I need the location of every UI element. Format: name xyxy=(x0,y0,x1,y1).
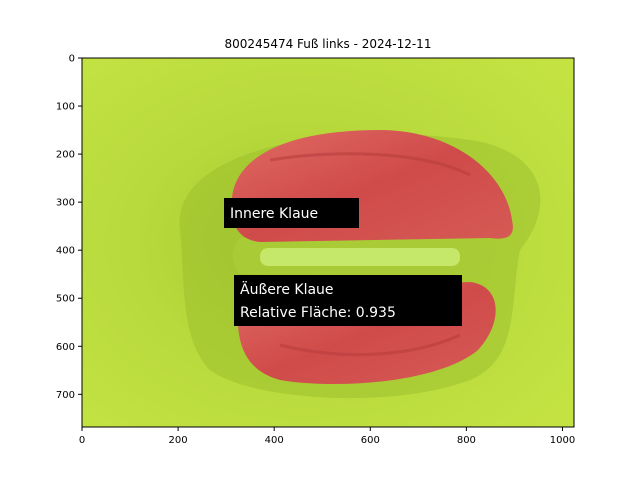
y-tick-label: 100 xyxy=(56,102,75,113)
annotation-line: Relative Fläche: 0.935 xyxy=(240,305,396,321)
interdigital-strip xyxy=(260,248,460,266)
x-tick-label: 400 xyxy=(265,435,284,446)
photo xyxy=(82,58,574,427)
annotation-innere-klaue: Innere Klaue xyxy=(224,198,359,228)
y-tick-label: 600 xyxy=(56,342,75,353)
y-tick-label: 700 xyxy=(56,390,75,401)
y-tick-label: 0 xyxy=(69,54,75,65)
y-tick-label: 300 xyxy=(56,198,75,209)
x-tick-label: 0 xyxy=(79,435,85,446)
axes-frame xyxy=(81,57,575,428)
inner-claw-detail xyxy=(269,152,471,177)
x-tick-label: 600 xyxy=(361,435,380,446)
y-tick-label: 500 xyxy=(56,294,75,305)
outer-claw-detail xyxy=(279,333,461,357)
x-tick-label: 1000 xyxy=(550,435,575,446)
x-axis: 0 200 400 600 800 1000 xyxy=(79,427,575,446)
figure-title: 800245474 Fuß links - 2024-12-11 xyxy=(225,37,432,51)
y-tick-label: 400 xyxy=(56,246,75,257)
annotation-box xyxy=(224,198,359,228)
annotation-box xyxy=(234,275,462,326)
annotation-line: Äußere Klaue xyxy=(240,280,334,298)
y-axis: 0 100 200 300 400 500 600 700 xyxy=(56,54,82,401)
annotation-aeussere-klaue: Äußere Klaue Relative Fläche: 0.935 xyxy=(234,275,462,326)
x-tick-label: 200 xyxy=(169,435,188,446)
x-tick-label: 800 xyxy=(457,435,476,446)
annotation-line: Innere Klaue xyxy=(230,206,318,222)
y-tick-label: 200 xyxy=(56,150,75,161)
